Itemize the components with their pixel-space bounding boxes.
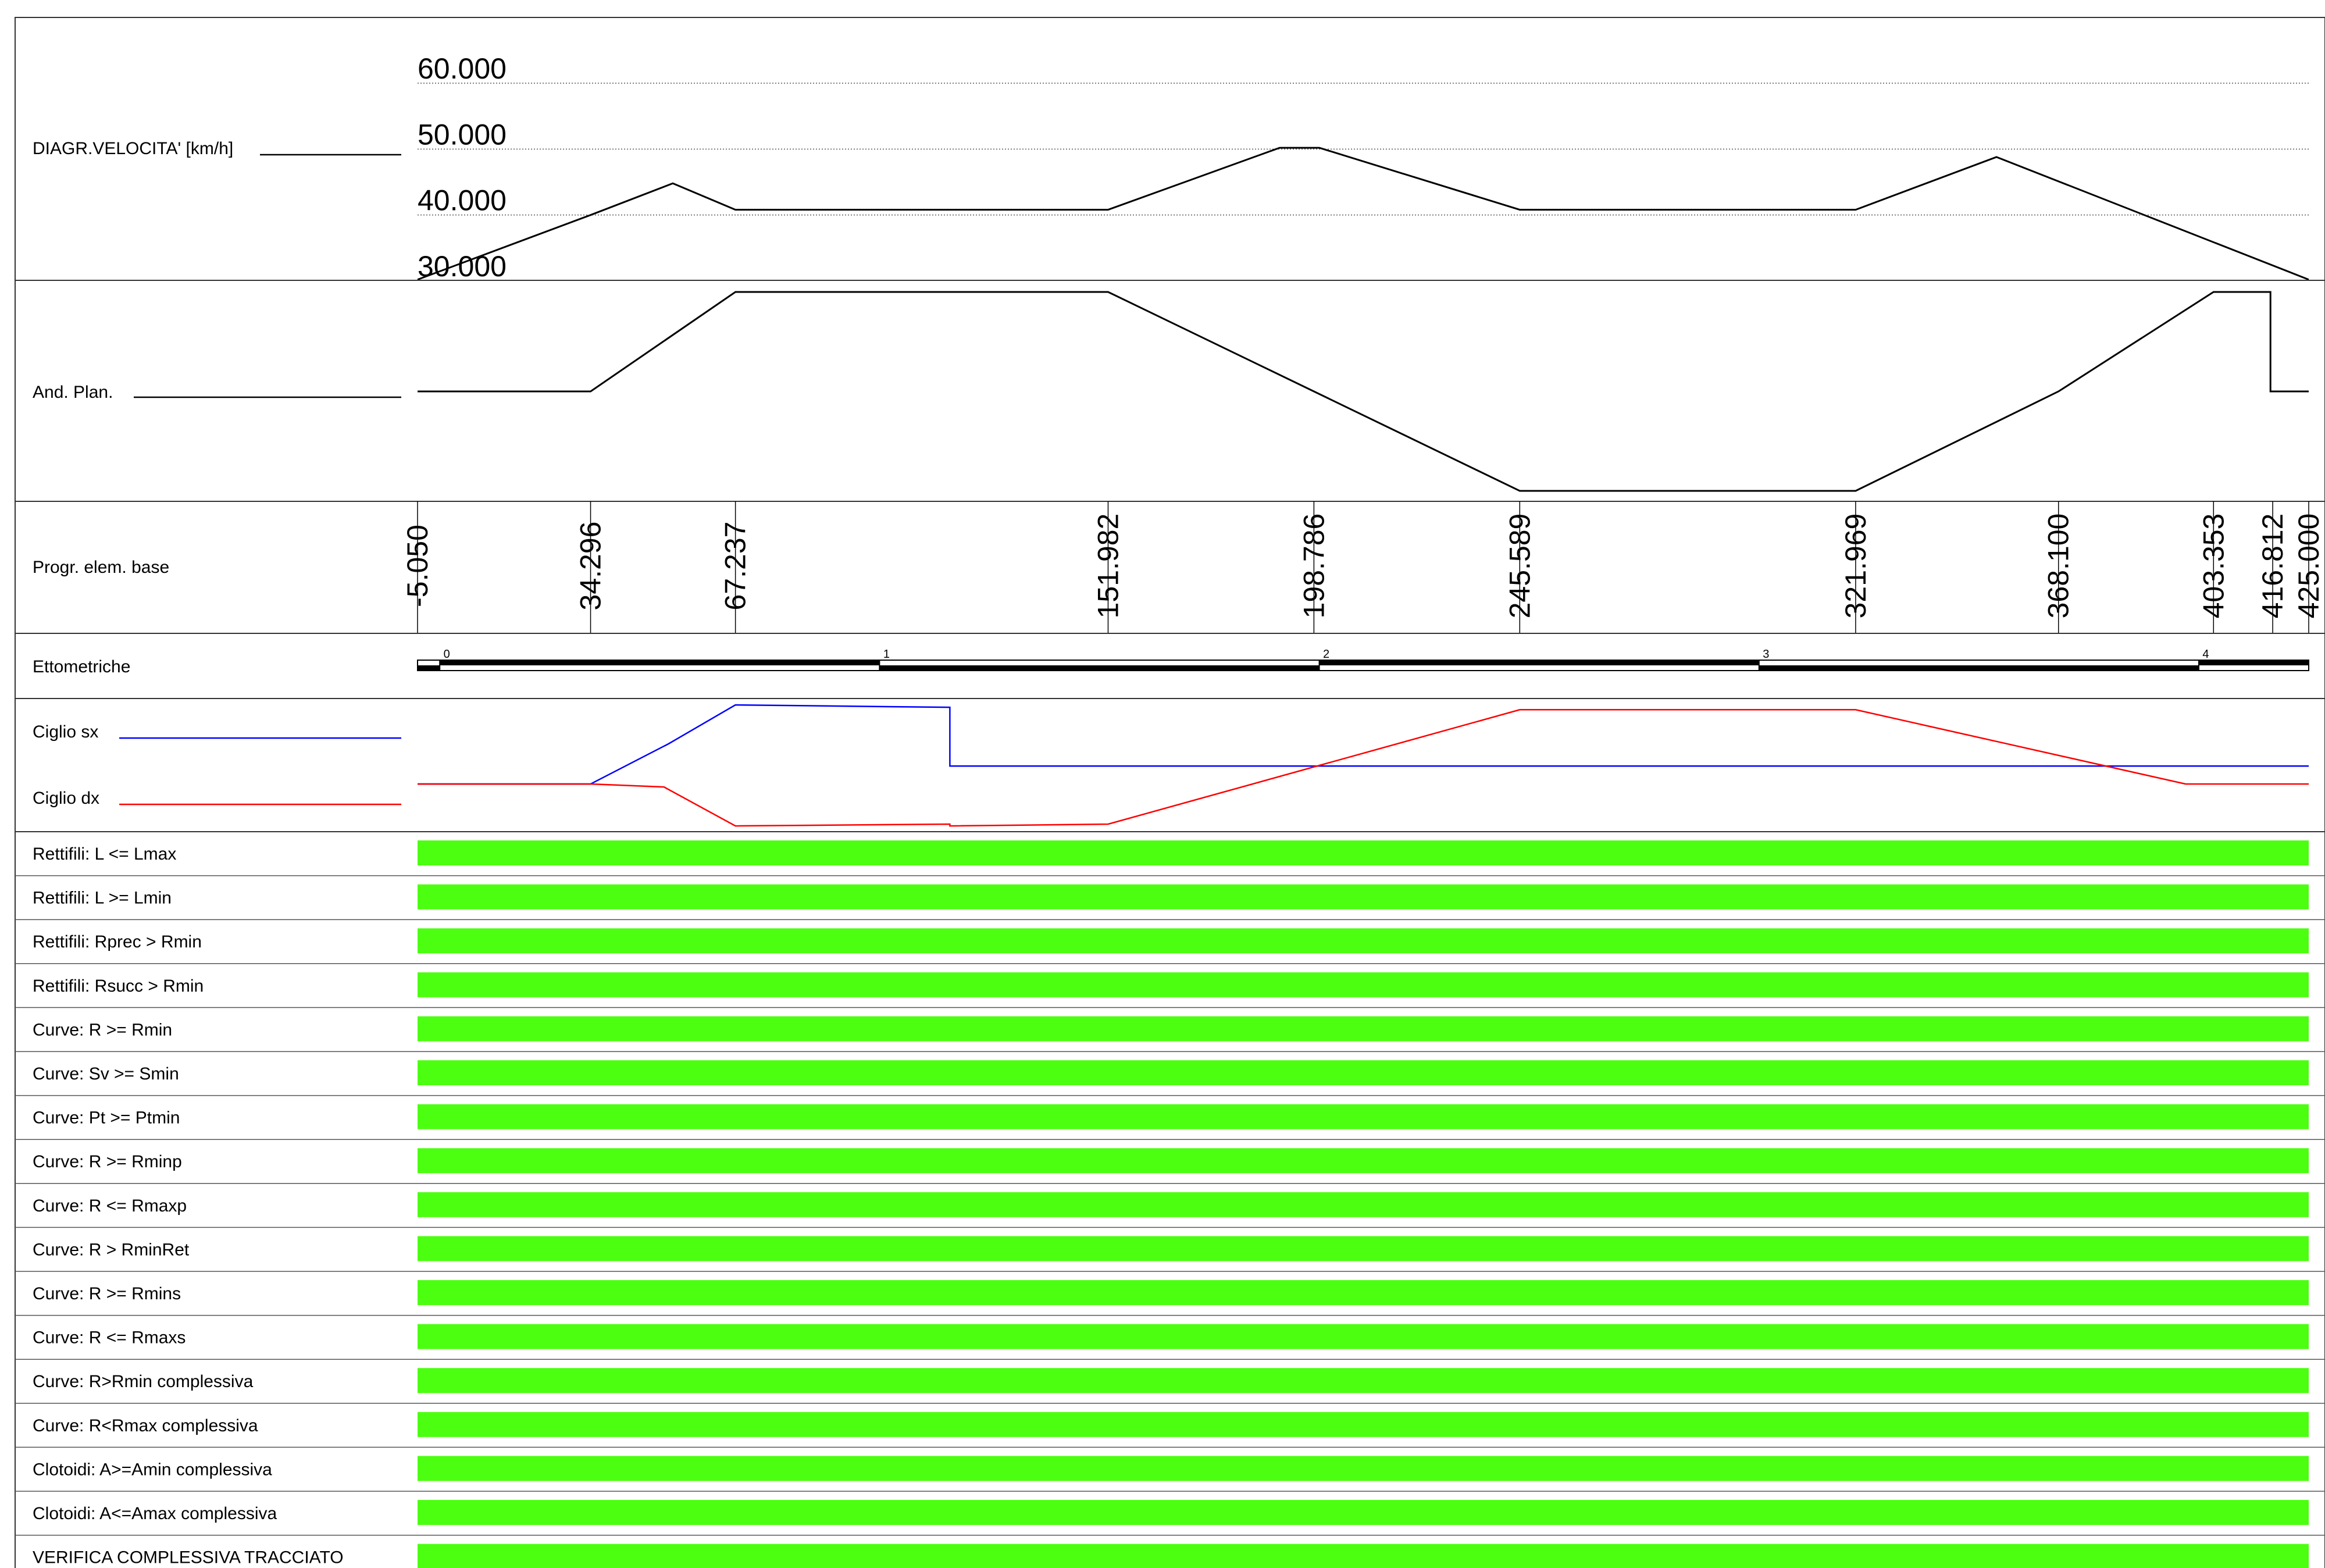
check-status-bar bbox=[418, 1192, 2309, 1217]
ettometriche-segment bbox=[418, 665, 440, 671]
plan-row-label: And. Plan. bbox=[33, 383, 113, 402]
check-status-bar bbox=[418, 1148, 2309, 1174]
ettometriche-tick-label: 4 bbox=[2202, 648, 2209, 661]
progressive-label: 425.000 bbox=[2292, 514, 2325, 619]
progressive-row-label: Progr. elem. base bbox=[33, 558, 169, 577]
check-row-label: Curve: Sv >= Smin bbox=[33, 1064, 179, 1084]
check-row-label: Curve: R >= Rmin bbox=[33, 1020, 172, 1039]
ettometriche-segment bbox=[440, 660, 880, 665]
ciglio-dx-row-label: Ciglio dx bbox=[33, 789, 99, 808]
check-status-bar bbox=[418, 1368, 2309, 1394]
progressive-label: 198.786 bbox=[1297, 514, 1330, 619]
check-row-label: Curve: R <= Rmaxs bbox=[33, 1328, 186, 1348]
progressive-label: 321.969 bbox=[1839, 514, 1872, 619]
ettometriche-tick-label: 3 bbox=[1763, 648, 1769, 661]
progressive-label: 416.812 bbox=[2256, 514, 2289, 619]
ciglio-band: Ciglio sx Ciglio dx bbox=[33, 704, 2309, 827]
velocity-tick-label: 40.000 bbox=[418, 184, 507, 217]
check-status-bar bbox=[418, 1500, 2309, 1525]
check-row-label: Curve: R <= Rmaxp bbox=[33, 1196, 187, 1216]
check-status-bar bbox=[418, 1412, 2309, 1437]
progressive-label: 67.237 bbox=[719, 522, 752, 611]
ciglio-sx-series-line bbox=[418, 704, 2309, 785]
progressive-label: 34.296 bbox=[575, 522, 607, 611]
velocity-tick-label: 30.000 bbox=[418, 250, 507, 283]
check-status-bar bbox=[418, 1060, 2309, 1085]
check-row-label: Curve: R<Rmax complessiva bbox=[33, 1416, 258, 1435]
check-status-bar bbox=[418, 1236, 2309, 1261]
progressive-label: 403.353 bbox=[2197, 514, 2230, 619]
velocity-band: DIAGR.VELOCITA' [km/h] 60.000 50.000 40.00… bbox=[33, 52, 2309, 283]
ciglio-sx-row-label: Ciglio sx bbox=[33, 722, 98, 742]
check-row-label: Rettifili: L >= Lmin bbox=[33, 889, 172, 908]
velocity-tick-label: 50.000 bbox=[418, 118, 507, 151]
check-row-label: Curve: R > RminRet bbox=[33, 1240, 190, 1259]
check-row-label: VERIFICA COMPLESSIVA TRACCIATO bbox=[33, 1548, 344, 1567]
check-row-label: Curve: R >= Rmins bbox=[33, 1284, 181, 1303]
check-row-label: Rettifili: L <= Lmax bbox=[33, 844, 176, 864]
velocity-tick-label: 60.000 bbox=[418, 52, 507, 85]
check-row-label: Clotoidi: A<=Amax complessiva bbox=[33, 1504, 277, 1523]
check-status-bar bbox=[418, 928, 2309, 954]
check-status-bar bbox=[418, 884, 2309, 910]
ettometriche-segment bbox=[879, 665, 1320, 671]
velocity-series-line bbox=[417, 147, 2309, 281]
ettometriche-segment bbox=[1319, 660, 1759, 665]
progressive-label: 245.589 bbox=[1503, 514, 1536, 619]
check-status-bar bbox=[418, 1016, 2309, 1042]
check-status-bar bbox=[418, 1456, 2309, 1481]
plan-band: And. Plan. bbox=[33, 291, 2309, 492]
progressive-label: 368.100 bbox=[2042, 514, 2075, 619]
progressive-label: 151.982 bbox=[1092, 514, 1124, 619]
check-status-bar bbox=[418, 1324, 2309, 1349]
plan-series-line bbox=[418, 291, 2309, 492]
progressive-band: Progr. elem. base -5.050 34.296 67.237 151.… bbox=[33, 501, 2325, 633]
ciglio-dx-series-line bbox=[418, 709, 2309, 827]
check-status-bar bbox=[418, 1544, 2309, 1568]
check-status-bar bbox=[418, 1280, 2309, 1305]
velocity-row-label: DIAGR.VELOCITA' [km/h] bbox=[33, 139, 233, 158]
verification-checks: Rettifili: L <= Lmax Rettifili: L >= Lmin… bbox=[15, 840, 2325, 1568]
check-status-bar bbox=[418, 972, 2309, 997]
progressive-label: -5.050 bbox=[401, 525, 434, 607]
ettometriche-row-label: Ettometriche bbox=[33, 657, 130, 676]
check-status-bar bbox=[418, 840, 2309, 865]
check-row-label: Curve: R >= Rminp bbox=[33, 1152, 182, 1171]
outer-frame bbox=[15, 17, 2325, 1568]
check-row-label: Rettifili: Rprec > Rmin bbox=[33, 932, 202, 952]
ettometriche-tick-label: 0 bbox=[444, 648, 450, 661]
check-status-bar bbox=[418, 1104, 2309, 1129]
check-row-label: Curve: R>Rmin complessiva bbox=[33, 1372, 254, 1391]
ettometriche-segment bbox=[2198, 660, 2309, 665]
ettometriche-segment bbox=[1759, 665, 2199, 671]
ettometriche-tick-label: 2 bbox=[1323, 648, 1329, 661]
check-row-label: Curve: Pt >= Ptmin bbox=[33, 1109, 180, 1128]
check-row-label: Clotoidi: A>=Amin complessiva bbox=[33, 1460, 272, 1479]
check-row-label: Rettifili: Rsucc > Rmin bbox=[33, 977, 204, 996]
ettometriche-band: Ettometriche 0 1 2 3 4 bbox=[33, 648, 2309, 676]
ettometriche-tick-label: 1 bbox=[883, 648, 890, 661]
